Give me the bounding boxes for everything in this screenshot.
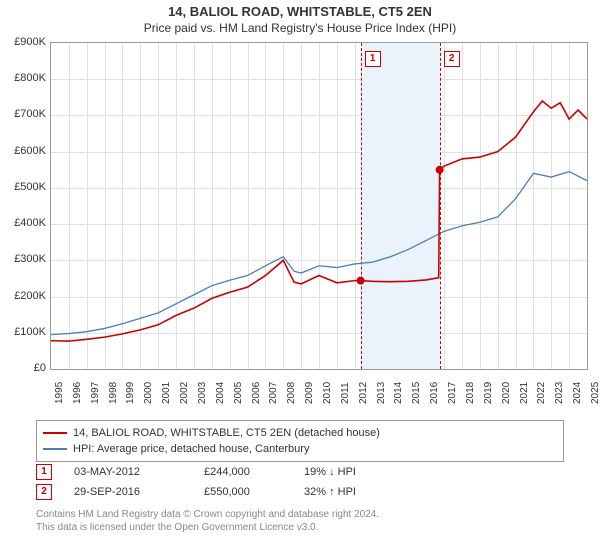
sale-price: £244,000 [204, 466, 294, 478]
sale-dot [436, 166, 444, 174]
plot-area: 12 [50, 42, 588, 370]
footer-line-2: This data is licensed under the Open Gov… [36, 521, 564, 534]
chart-subtitle: Price paid vs. HM Land Registry's House … [0, 19, 600, 35]
x-tick-label: 2008 [286, 382, 297, 404]
x-tick-label: 2020 [501, 382, 512, 404]
legend-swatch [43, 448, 67, 450]
chart-container: 14, BALIOL ROAD, WHITSTABLE, CT5 2EN Pri… [0, 0, 600, 560]
sale-date: 03-MAY-2012 [74, 466, 194, 478]
footer-line-1: Contains HM Land Registry data © Crown c… [36, 508, 564, 521]
legend-swatch [43, 432, 67, 434]
x-tick-label: 2001 [161, 382, 172, 404]
sale-dot [357, 277, 365, 285]
chart-area: £0 £100K £200K £300K £400K £500K £600K £700K £80… [0, 42, 600, 412]
y-tick-label: £600K [0, 145, 46, 157]
x-tick-label: 2019 [483, 382, 494, 404]
x-tick-label: 2016 [429, 382, 440, 404]
x-tick-label: 2021 [519, 382, 530, 404]
x-tick-label: 2005 [233, 382, 244, 404]
x-tick-label: 2007 [268, 382, 279, 404]
chart-title: 14, BALIOL ROAD, WHITSTABLE, CT5 2EN [0, 0, 600, 19]
y-tick-label: £400K [0, 217, 46, 229]
series-line [51, 101, 587, 341]
y-tick-label: £900K [0, 36, 46, 48]
x-axis-labels: 1995 1996 1997 1998 1999 2000 2001 2002 2003 2004… [50, 372, 586, 412]
y-tick-label: £700K [0, 108, 46, 120]
x-tick-label: 1997 [90, 382, 101, 404]
x-tick-label: 1995 [54, 382, 65, 404]
legend-item: HPI: Average price, detached house, Cant… [43, 441, 557, 457]
x-tick-label: 2010 [322, 382, 333, 404]
series-svg [51, 43, 587, 369]
sale-row-marker: 1 [36, 464, 52, 480]
y-axis-labels: £0£100K£200K£300K£400K£500K£600K£700K£80… [0, 42, 48, 368]
y-tick-label: £200K [0, 290, 46, 302]
x-tick-label: 2014 [393, 382, 404, 404]
x-tick-label: 2011 [340, 382, 351, 404]
sale-row-marker: 2 [36, 484, 52, 500]
sale-date: 29-SEP-2016 [74, 486, 194, 498]
y-tick-label: £300K [0, 253, 46, 265]
y-tick-label: £0 [0, 362, 46, 374]
x-tick-label: 2002 [179, 382, 190, 404]
x-tick-label: 1998 [108, 382, 119, 404]
x-tick-label: 1996 [72, 382, 83, 404]
x-tick-label: 2004 [215, 382, 226, 404]
x-tick-label: 2012 [358, 382, 369, 404]
x-tick-label: 2017 [447, 382, 458, 404]
sale-diff: 19% ↓ HPI [304, 466, 404, 478]
legend: 14, BALIOL ROAD, WHITSTABLE, CT5 2EN (de… [36, 420, 564, 462]
x-tick-label: 1999 [125, 382, 136, 404]
x-tick-label: 2018 [465, 382, 476, 404]
y-tick-label: £500K [0, 181, 46, 193]
x-tick-label: 2006 [251, 382, 262, 404]
x-tick-label: 2022 [536, 382, 547, 404]
legend-label: HPI: Average price, detached house, Cant… [73, 443, 309, 455]
x-tick-label: 2015 [411, 382, 422, 404]
x-tick-label: 2024 [572, 382, 583, 404]
x-tick-label: 2009 [304, 382, 315, 404]
series-line [51, 172, 587, 335]
y-tick-label: £800K [0, 72, 46, 84]
legend-item: 14, BALIOL ROAD, WHITSTABLE, CT5 2EN (de… [43, 425, 557, 441]
sale-row: 2 29-SEP-2016 £550,000 32% ↑ HPI [36, 482, 564, 502]
x-tick-label: 2000 [143, 382, 154, 404]
x-tick-label: 2013 [376, 382, 387, 404]
y-tick-label: £100K [0, 326, 46, 338]
x-tick-label: 2003 [197, 382, 208, 404]
x-tick-label: 2025 [590, 382, 600, 404]
sale-row: 1 03-MAY-2012 £244,000 19% ↓ HPI [36, 462, 564, 482]
footer-attribution: Contains HM Land Registry data © Crown c… [36, 508, 564, 534]
sale-price: £550,000 [204, 486, 294, 498]
sales-table: 1 03-MAY-2012 £244,000 19% ↓ HPI 2 29-SEP-201… [36, 462, 564, 502]
legend-label: 14, BALIOL ROAD, WHITSTABLE, CT5 2EN (de… [73, 427, 380, 439]
x-tick-label: 2023 [554, 382, 565, 404]
sale-diff: 32% ↑ HPI [304, 486, 404, 498]
